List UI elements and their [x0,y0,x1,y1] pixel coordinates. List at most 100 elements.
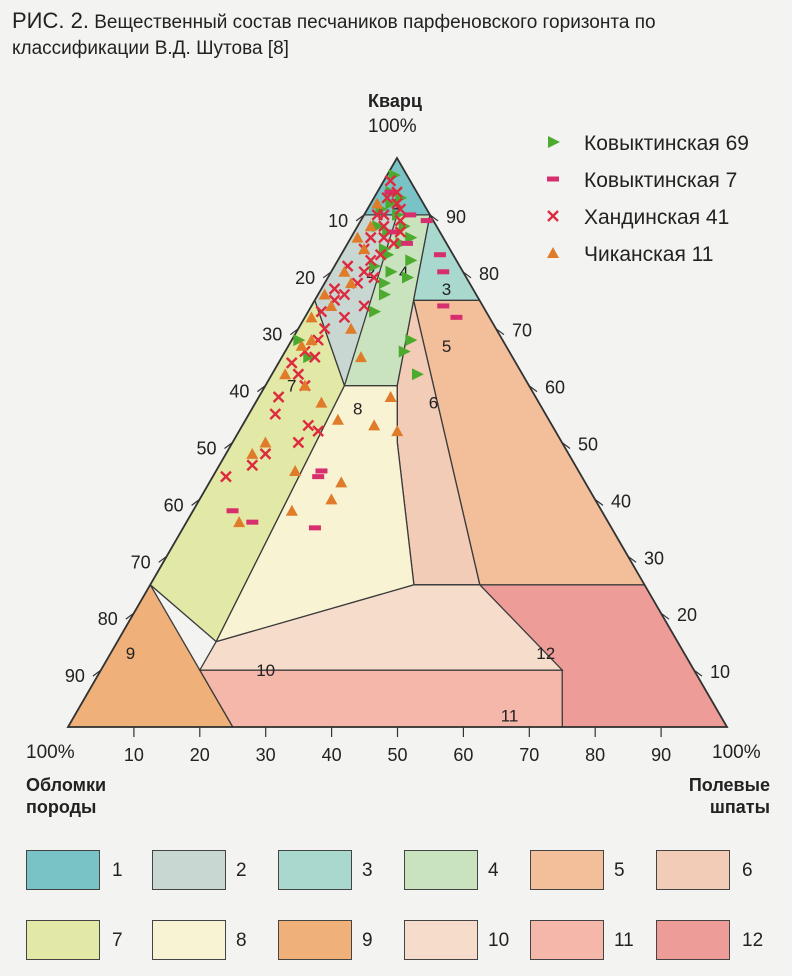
point-s3-37 [272,391,285,403]
zone-label-2: 2 [366,263,375,282]
point-s4-1 [371,197,384,209]
legend-marker-1 [548,136,560,148]
tick-label-right-20: 20 [677,605,697,625]
legend-swatch-8 [152,920,226,960]
point-s4-20 [285,504,298,516]
point-s4-21 [233,516,246,528]
point-s4-3 [358,243,371,255]
point-s3-26 [246,459,259,472]
legend-label-3: 3 [362,860,373,881]
tick-label-bottom-90: 90 [651,745,671,765]
legend-label-12: 12 [742,930,764,951]
point-s4-8 [295,339,308,351]
legend-swatch-2 [152,850,226,890]
legend-swatch-10 [404,920,478,960]
point-s4-7 [305,334,318,346]
corner-right-label: Полевые шпаты [668,774,770,818]
point-s1-15 [369,305,382,318]
point-s3-29 [394,226,407,238]
point-s3-28 [371,209,384,221]
point-s2-9 [226,508,239,514]
tick-left-20 [125,612,135,620]
legend-series-label-1: Ковыктинская 69 [584,132,749,155]
tick-label-left-90: 10 [328,211,348,231]
point-s4-14 [391,425,404,437]
point-s3-21 [292,368,305,381]
point-s2-3 [433,252,446,258]
tick-label-right-70: 70 [512,321,532,341]
zone-label-12: 12 [536,644,555,663]
point-s3-5 [394,203,407,216]
point-s2-13 [387,229,400,235]
tick-label-left-70: 30 [262,325,282,345]
point-s4-17 [289,464,302,476]
point-s2-8 [315,468,328,474]
legend-label-2: 2 [236,860,247,881]
point-s3-8 [378,220,390,233]
tick-right-30 [627,555,637,563]
tick-label-right-30: 30 [644,548,664,568]
legend-series-label-2: Ковыктинская 7 [584,169,737,192]
figure-title: РИС. 2. Вещественный состав песчаников п… [12,8,782,62]
tick-left-10 [92,669,102,677]
point-s2-11 [308,525,321,531]
point-s1-14 [378,288,391,301]
apex-quartz-name: Кварц [368,91,422,111]
legend-swatch-11 [530,920,604,960]
legend-label-6: 6 [742,860,753,881]
point-s4-27 [325,299,338,311]
point-s3-25 [292,436,305,449]
tick-label-right-40: 40 [611,491,631,511]
zone-label-10: 10 [256,661,275,680]
series-2 [226,189,463,531]
point-s3-10 [387,237,400,250]
point-s2-10 [246,519,259,525]
point-s3-19 [308,351,321,363]
point-s3-24 [312,425,325,437]
point-s2-12 [384,189,397,195]
point-s3-2 [391,186,403,198]
tick-label-bottom-80: 80 [585,745,605,765]
point-s3-17 [338,311,351,324]
corner-right-line1: Полевые [688,775,770,795]
corner-right-line2: шпаты [709,797,770,817]
tick-label-right-50: 50 [578,435,598,455]
tick-label-right-60: 60 [545,378,565,398]
point-s3-15 [338,288,351,301]
legend-series-label-3: Хандинская 41 [584,206,729,229]
point-s4-15 [259,436,272,448]
tick-label-bottom-60: 60 [453,745,473,765]
point-s3-20 [285,356,298,369]
legend-swatch-7 [26,920,100,960]
point-s4-18 [335,476,348,488]
legend-swatch-9 [278,920,352,960]
corner-left-line2: породы [26,797,97,817]
tick-left-90 [355,214,365,222]
tick-left-70 [289,328,299,336]
tick-label-left-40: 60 [164,495,184,515]
point-s3-33 [328,283,341,295]
tick-label-left-50: 50 [196,439,216,459]
legend-marker-4 [547,247,559,258]
legend-swatch-3 [278,850,352,890]
tick-right-50 [561,442,571,449]
point-s3-32 [368,271,380,284]
point-s4-26 [351,231,364,243]
legend-marker-2 [547,176,559,182]
point-s3-41 [358,300,371,312]
tick-label-left-10: 90 [65,666,85,686]
tick-label-right-80: 80 [479,264,499,284]
legend-swatch-6 [656,850,730,890]
series-4 [233,197,404,528]
legend-label-11: 11 [614,930,634,951]
point-s3-7 [394,214,407,227]
data-points [220,169,463,531]
point-s3-13 [358,265,370,278]
point-s4-23 [354,351,367,363]
legend-swatch-12 [656,920,730,960]
point-s3-4 [391,197,403,210]
legend-label-5: 5 [614,860,625,881]
zone-label-3: 3 [442,280,451,299]
